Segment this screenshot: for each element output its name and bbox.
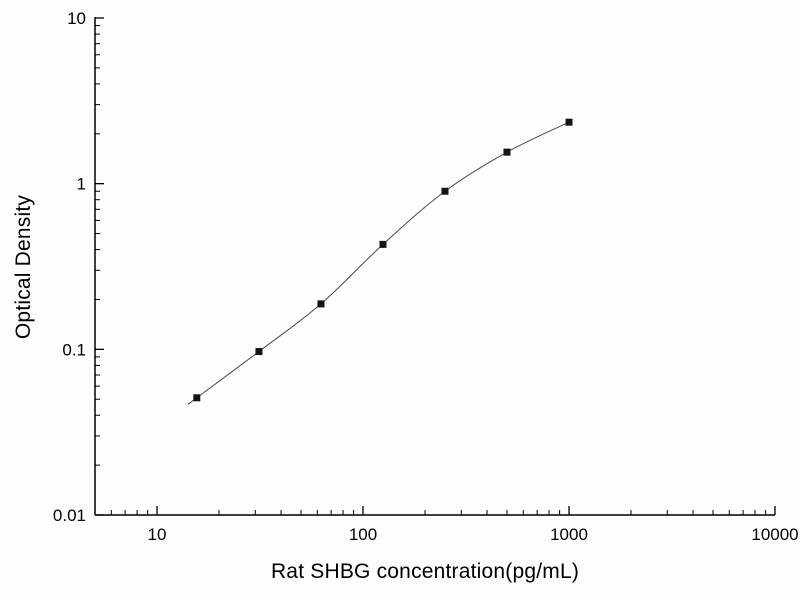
y-tick-label: 10	[67, 9, 86, 28]
data-point-marker	[441, 187, 449, 195]
fitted-curve	[187, 121, 570, 405]
data-point-marker	[565, 118, 573, 126]
x-tick-label: 10000	[751, 525, 798, 544]
x-axis-title: Rat SHBG concentration(pg/mL)	[270, 560, 580, 583]
data-point-marker	[317, 300, 325, 308]
data-point-marker	[379, 240, 387, 248]
y-axis-title: Optical Density	[12, 194, 35, 340]
data-point-marker	[255, 348, 263, 356]
x-tick-label: 10	[148, 525, 167, 544]
y-tick-label: 0.1	[62, 340, 86, 359]
data-point-marker	[503, 148, 511, 156]
data-point-marker	[193, 394, 201, 402]
x-tick-label: 1000	[550, 525, 588, 544]
y-tick-label: 1	[77, 175, 86, 194]
y-tick-label: 0.01	[53, 506, 86, 525]
x-tick-label: 100	[349, 525, 377, 544]
